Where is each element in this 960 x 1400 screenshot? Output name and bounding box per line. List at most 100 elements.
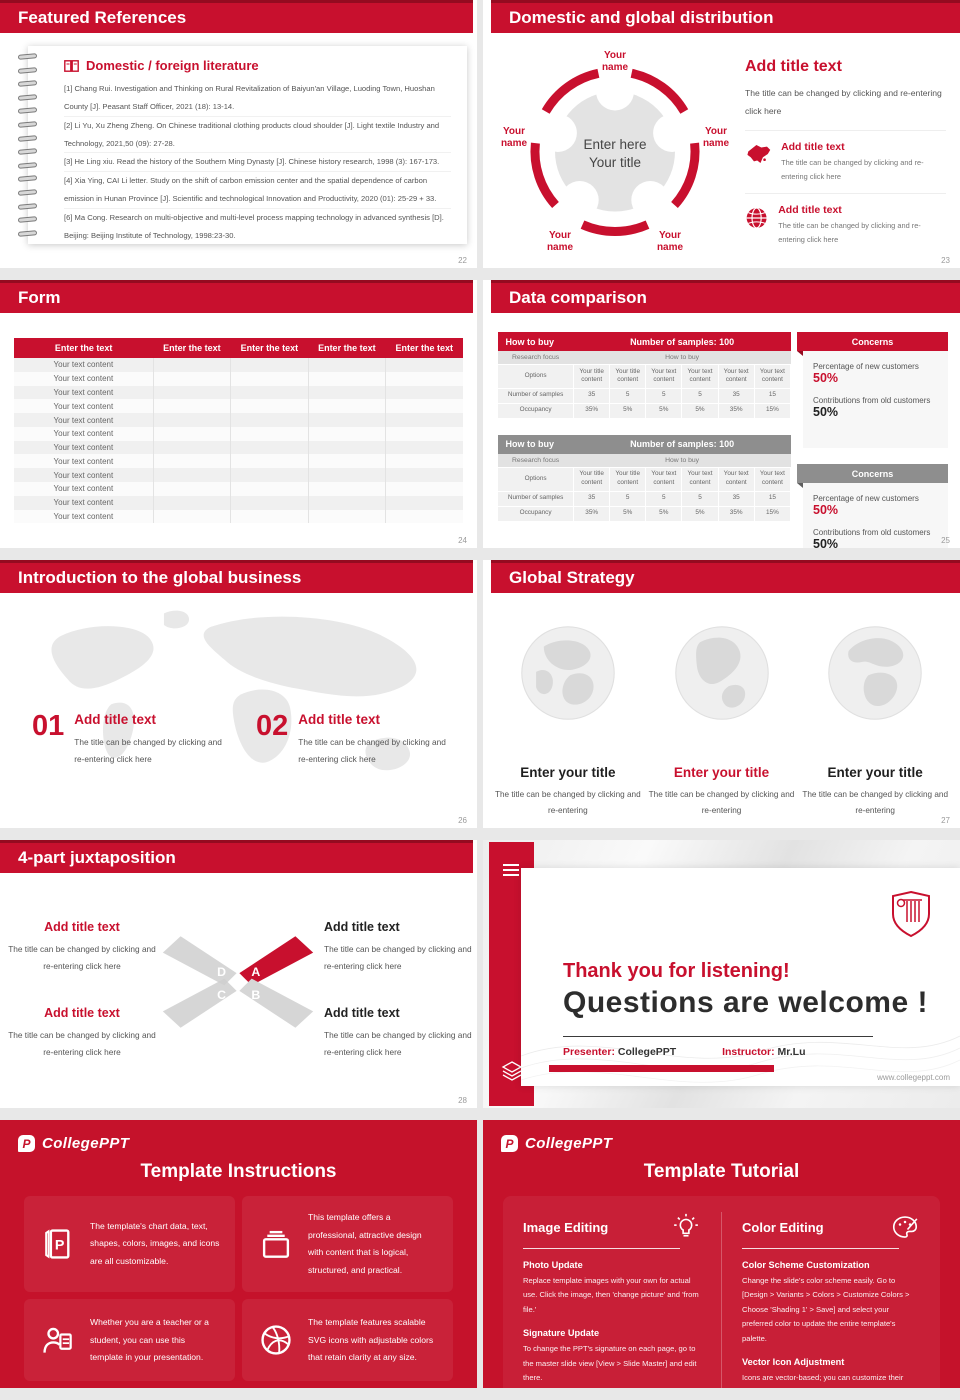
table-row: Your text content	[14, 358, 463, 372]
slide-distribution[interactable]: Domestic and global distribution Your na…	[483, 0, 960, 268]
text-block: Add title text The title can be changed …	[8, 920, 156, 974]
slide-title-bar: Domestic and global distribution	[491, 0, 960, 33]
table-cell: 35	[573, 387, 611, 404]
table-cell	[385, 399, 463, 414]
table-cell: 35%	[573, 505, 611, 522]
block-title: Add title text	[324, 1006, 400, 1020]
table-cell	[385, 482, 463, 496]
divider	[563, 1036, 873, 1037]
table-row: Options Your title content Your title co…	[496, 466, 792, 492]
row-label: Occupancy	[496, 402, 575, 419]
slide-featured-references[interactable]: Featured References Domestic / foreign l…	[0, 0, 477, 268]
tutorial-card: Image Editing Photo Update Replace templ…	[503, 1196, 940, 1388]
column-header: Enter the text	[14, 338, 154, 358]
slide-title: Introduction to the global business	[18, 568, 302, 587]
palette-icon	[892, 1216, 918, 1238]
table-row: Your text content	[14, 440, 463, 455]
concerns-box: Concerns Percentage of new customers 50%…	[797, 464, 948, 548]
thanks-heading: Thank you for listening!	[563, 960, 790, 982]
references-card: Domestic / foreign literature [1] Chang …	[17, 46, 467, 244]
person-search-icon	[43, 1328, 72, 1354]
slide-title: Global Strategy	[509, 568, 635, 587]
item-number: 01	[32, 710, 65, 742]
book-icon	[64, 59, 79, 72]
table-cell: Research focus	[497, 351, 574, 365]
slide-juxtaposition[interactable]: 4-part juxtaposition D A C B Add title t…	[0, 840, 477, 1108]
table-header-cell: How to buy	[497, 332, 574, 351]
slide-global-business[interactable]: Introduction to the global business 01 A…	[0, 560, 477, 828]
table-row: Number of samples 35 5 5 5 35 15	[496, 387, 792, 404]
panel-template-instructions: P CollegePPT Template Instructions P The…	[0, 1120, 477, 1388]
table-cell	[230, 440, 309, 455]
table-cell: Your text content	[681, 466, 719, 492]
table-cell: 5	[681, 387, 719, 404]
row-label: Occupancy	[496, 505, 575, 522]
slide-title-bar: Global Strategy	[491, 560, 960, 593]
table-cell: 15	[753, 490, 792, 507]
item-body: The title can be changed by clicking and…	[298, 737, 446, 764]
table-cell: How to buy	[573, 453, 791, 468]
table-cell: Your text content	[14, 482, 154, 496]
slide-global-strategy[interactable]: Global Strategy Enter your title The tit…	[483, 560, 960, 828]
table-cell: Your text content	[14, 385, 154, 400]
table-cell	[308, 385, 387, 400]
table-cell: Your text content	[14, 413, 154, 427]
x-arrows-graphic: D A C B	[162, 936, 314, 1028]
slide-title-bar: Introduction to the global business	[0, 560, 473, 593]
table-cell: Your text content	[14, 358, 154, 372]
item-title: Add title text	[778, 204, 842, 217]
instruction-text: The template's chart data, text, shapes,…	[90, 1220, 220, 1267]
table-cell	[153, 413, 232, 427]
table-cell	[153, 468, 232, 483]
table-cell	[153, 509, 232, 524]
table-cell: 15	[753, 387, 792, 404]
table-cell: 35%	[717, 505, 755, 522]
table-row: Your text content	[14, 495, 463, 510]
section-body: Icons are vector-based; you can customiz…	[742, 1373, 910, 1388]
tutorial-column-image-editing: Image Editing Photo Update Replace templ…	[503, 1212, 721, 1388]
table-cell: 5	[645, 387, 683, 404]
panel-template-tutorial: P CollegePPT Template Tutorial Image Edi…	[483, 1120, 960, 1388]
mesh-decoration	[521, 1035, 960, 1083]
table-cell	[230, 495, 309, 510]
page-number: 24	[458, 536, 467, 545]
table-cell: 35%	[573, 402, 611, 419]
slide-data-comparison[interactable]: Data comparison How to buy Number of sam…	[483, 280, 960, 548]
table-cell	[385, 468, 463, 483]
slide-title-bar: 4-part juxtaposition	[0, 840, 473, 873]
table-header-row: Enter the text Enter the text Enter the …	[14, 338, 463, 358]
table-row: Your text content	[14, 454, 463, 469]
letter-d: D	[217, 965, 226, 979]
table-cell: 5%	[681, 505, 719, 522]
slide-title: Data comparison	[509, 288, 647, 307]
reference-item: [1] Chang Rui. Investigation and Thinkin…	[64, 80, 451, 117]
china-map-icon	[747, 145, 771, 164]
diagram-center-text: Enter here Your title	[583, 137, 647, 171]
reference-item: [2] Li Yu, Xu Zheng Zheng. On Chinese tr…	[64, 117, 451, 154]
table-cell: 5%	[681, 402, 719, 419]
section-subtitle: Vector Icon Adjustment	[742, 1357, 845, 1368]
table-row: Number of samples 35 5 5 5 35 15	[496, 490, 792, 507]
table-cell: How to buy	[573, 351, 791, 365]
column-header: Enter the text	[308, 338, 386, 358]
item-title: Add title text	[74, 712, 157, 727]
strategy-column: Enter your title The title can be change…	[645, 618, 799, 818]
table-cell: Your text content	[14, 454, 154, 469]
table-cell	[230, 426, 309, 441]
table-cell	[153, 426, 232, 441]
slide-form[interactable]: Form Enter the text Enter the text Enter…	[0, 280, 477, 548]
instruction-text: The template features scalable SVG icons…	[308, 1317, 434, 1363]
table-cell: 5	[645, 490, 683, 507]
table-cell	[308, 482, 387, 496]
layers-icon	[501, 1061, 523, 1081]
table-cell	[385, 385, 463, 400]
instruction-text: This template offers a professional, att…	[308, 1212, 422, 1275]
menu-icon[interactable]	[503, 864, 519, 879]
dribbble-ball-icon	[261, 1325, 291, 1356]
concerns-column: Concerns Percentage of new customers 50%…	[797, 332, 948, 548]
column-header: Enter the text	[385, 338, 463, 358]
table-cell	[385, 454, 463, 469]
column-header: Enter the text	[153, 338, 231, 358]
slide-thank-you[interactable]: Thank you for listening! Questions are w…	[483, 840, 960, 1108]
concerns-box: Concerns Percentage of new customers 50%…	[797, 332, 948, 448]
